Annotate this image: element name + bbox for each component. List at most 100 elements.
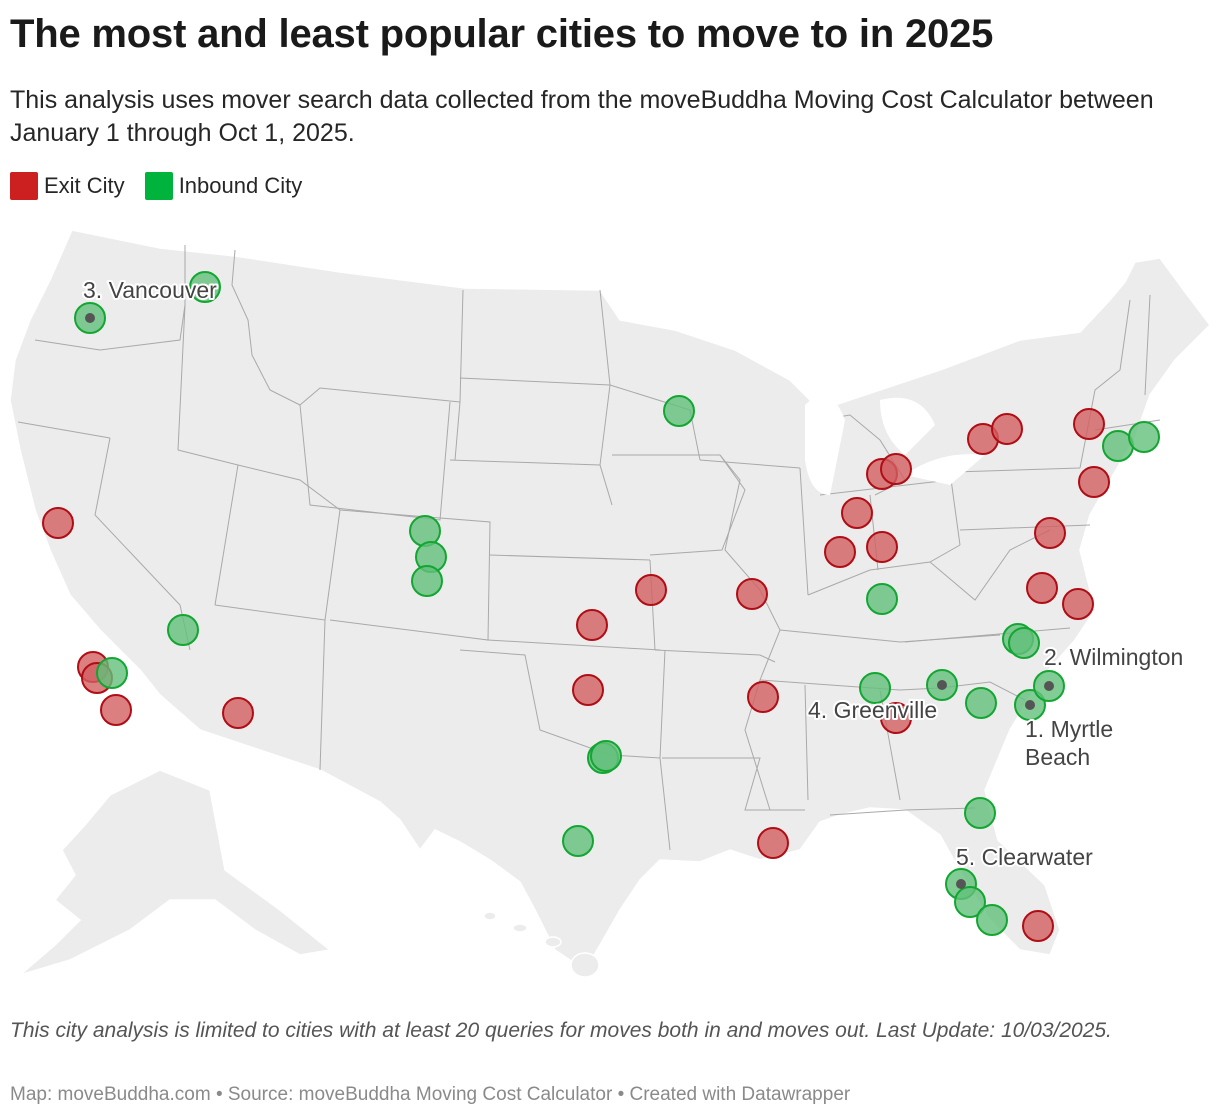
border-co — [329, 509, 491, 641]
border-az-nm — [214, 604, 326, 771]
exit-city-marker — [991, 413, 1023, 445]
alaska-shape — [19, 769, 332, 976]
label-vancouver: 3. Vancouver — [83, 277, 217, 303]
exit-city-marker — [1026, 572, 1058, 604]
exit-city-marker — [880, 453, 912, 485]
border-ks-ok — [487, 639, 661, 651]
border-ky-north — [807, 544, 961, 596]
border-ok-tx — [459, 649, 666, 759]
inbound-city-marker — [1008, 627, 1040, 659]
inbound-city-marker — [965, 687, 997, 719]
label-wilmington: 2. Wilmington — [1044, 644, 1183, 670]
inbound-city-marker — [411, 565, 443, 597]
border-ky-tn — [779, 629, 1001, 643]
inbound-city-marker — [409, 515, 441, 547]
exit-city-marker — [1022, 910, 1054, 942]
exit-city-marker — [757, 827, 789, 859]
vancouver-marker-dot — [85, 313, 95, 323]
inbound-city-marker — [954, 886, 986, 918]
clearwater-marker-dot — [956, 879, 966, 889]
wilmington-marker-dot — [1044, 681, 1054, 691]
exit-city-marker — [1034, 517, 1066, 549]
border-mississippi — [719, 454, 781, 811]
inbound-city-marker — [562, 825, 594, 857]
inbound-city-marker — [1128, 421, 1160, 453]
border-pa-ny — [954, 467, 1081, 473]
border-ut-co — [237, 464, 341, 621]
legend-item-inbound: Inbound City — [144, 172, 303, 200]
border-oh-pa — [949, 471, 961, 546]
exit-city-marker — [1073, 408, 1105, 440]
inbound-city-marker — [96, 657, 128, 689]
label-greenville: 4. Greenville — [808, 697, 937, 723]
footer-byline: Map: moveBuddha.com • Source: moveBuddha… — [10, 1084, 851, 1105]
border-wi-il — [699, 459, 801, 469]
border-id-mt — [231, 249, 301, 406]
exit-city-marker — [824, 536, 856, 568]
exit-city-marker — [866, 531, 898, 563]
legend-label-inbound: Inbound City — [178, 173, 303, 198]
exit-city-marker — [1062, 588, 1094, 620]
inbound-city-marker — [859, 672, 891, 704]
border-il-in — [799, 467, 809, 596]
legend-swatch-inbound — [144, 172, 173, 200]
exit-city-marker — [880, 702, 912, 734]
border-ma-ct — [1094, 419, 1161, 431]
label-myrtle-beach-1: 1. Myrtle — [1025, 716, 1113, 742]
border-ar-la — [662, 757, 805, 811]
border-ne-ks — [489, 554, 651, 561]
legend-swatch-exit — [10, 172, 38, 200]
border-wv — [929, 529, 1051, 601]
exit-city-marker — [572, 674, 604, 706]
greenville-marker-dot — [937, 680, 947, 690]
exit-city-marker — [100, 694, 132, 726]
us-map: 3. Vancouver 2. Wilmington 4. Greenville… — [9, 229, 1211, 978]
lake-erie — [905, 454, 985, 485]
border-wa-id — [177, 245, 186, 451]
exit-city-marker — [42, 507, 74, 539]
border-tx-la — [659, 757, 671, 851]
border-mo-ar — [654, 649, 776, 663]
exit-city-marker — [635, 574, 667, 606]
city-labels: 3. Vancouver 2. Wilmington 4. Greenville… — [81, 275, 1185, 889]
exit-city-marker — [747, 681, 779, 713]
legend-item-exit: Exit City — [10, 172, 125, 200]
city-markers — [42, 271, 1160, 942]
border-mt-wy — [299, 387, 461, 406]
exit-city-marker — [222, 697, 254, 729]
inbound-city-marker — [866, 583, 898, 615]
border-me-nh — [1144, 294, 1151, 396]
border-vt-nh — [1119, 299, 1131, 371]
inbound-city-marker — [964, 797, 996, 829]
great-lakes — [805, 395, 985, 495]
label-clearwater: 5. Clearwater — [956, 844, 1093, 870]
border-ga-fl — [829, 807, 976, 816]
inbound-city-marker — [167, 614, 199, 646]
inbound-city-marker — [189, 271, 221, 303]
chart-subtitle: This analysis uses mover search data col… — [10, 86, 1154, 147]
inbound-city-marker — [663, 395, 695, 427]
border-va-nc — [904, 627, 1071, 643]
label-myrtle-beach-2: Beach — [1025, 744, 1090, 770]
lake-huron — [880, 397, 935, 455]
exit-city-marker — [736, 578, 768, 610]
exit-city-marker — [576, 609, 608, 641]
footer-note: This city analysis is limited to cities … — [10, 1019, 1112, 1042]
lake-michigan — [805, 395, 845, 495]
exit-city-marker — [1078, 466, 1110, 498]
border-ia — [612, 454, 746, 556]
legend-label-exit: Exit City — [44, 173, 125, 198]
myrtle-beach-marker-dot — [1025, 700, 1035, 710]
border-dakotas-east — [454, 289, 464, 461]
inbound-city-marker — [976, 904, 1008, 936]
hawaii-kauai — [483, 911, 497, 921]
border-wa-or — [34, 304, 186, 351]
hawaii-maui — [544, 936, 562, 948]
state-borders — [17, 245, 1161, 851]
legend: Exit City Inbound City — [10, 172, 322, 200]
border-or-ca — [17, 421, 111, 439]
inbound-city-marker — [590, 740, 622, 772]
border-ms-al — [804, 684, 809, 801]
exit-city-marker — [841, 497, 873, 529]
chart-title: The most and least popular cities to mov… — [10, 12, 994, 56]
